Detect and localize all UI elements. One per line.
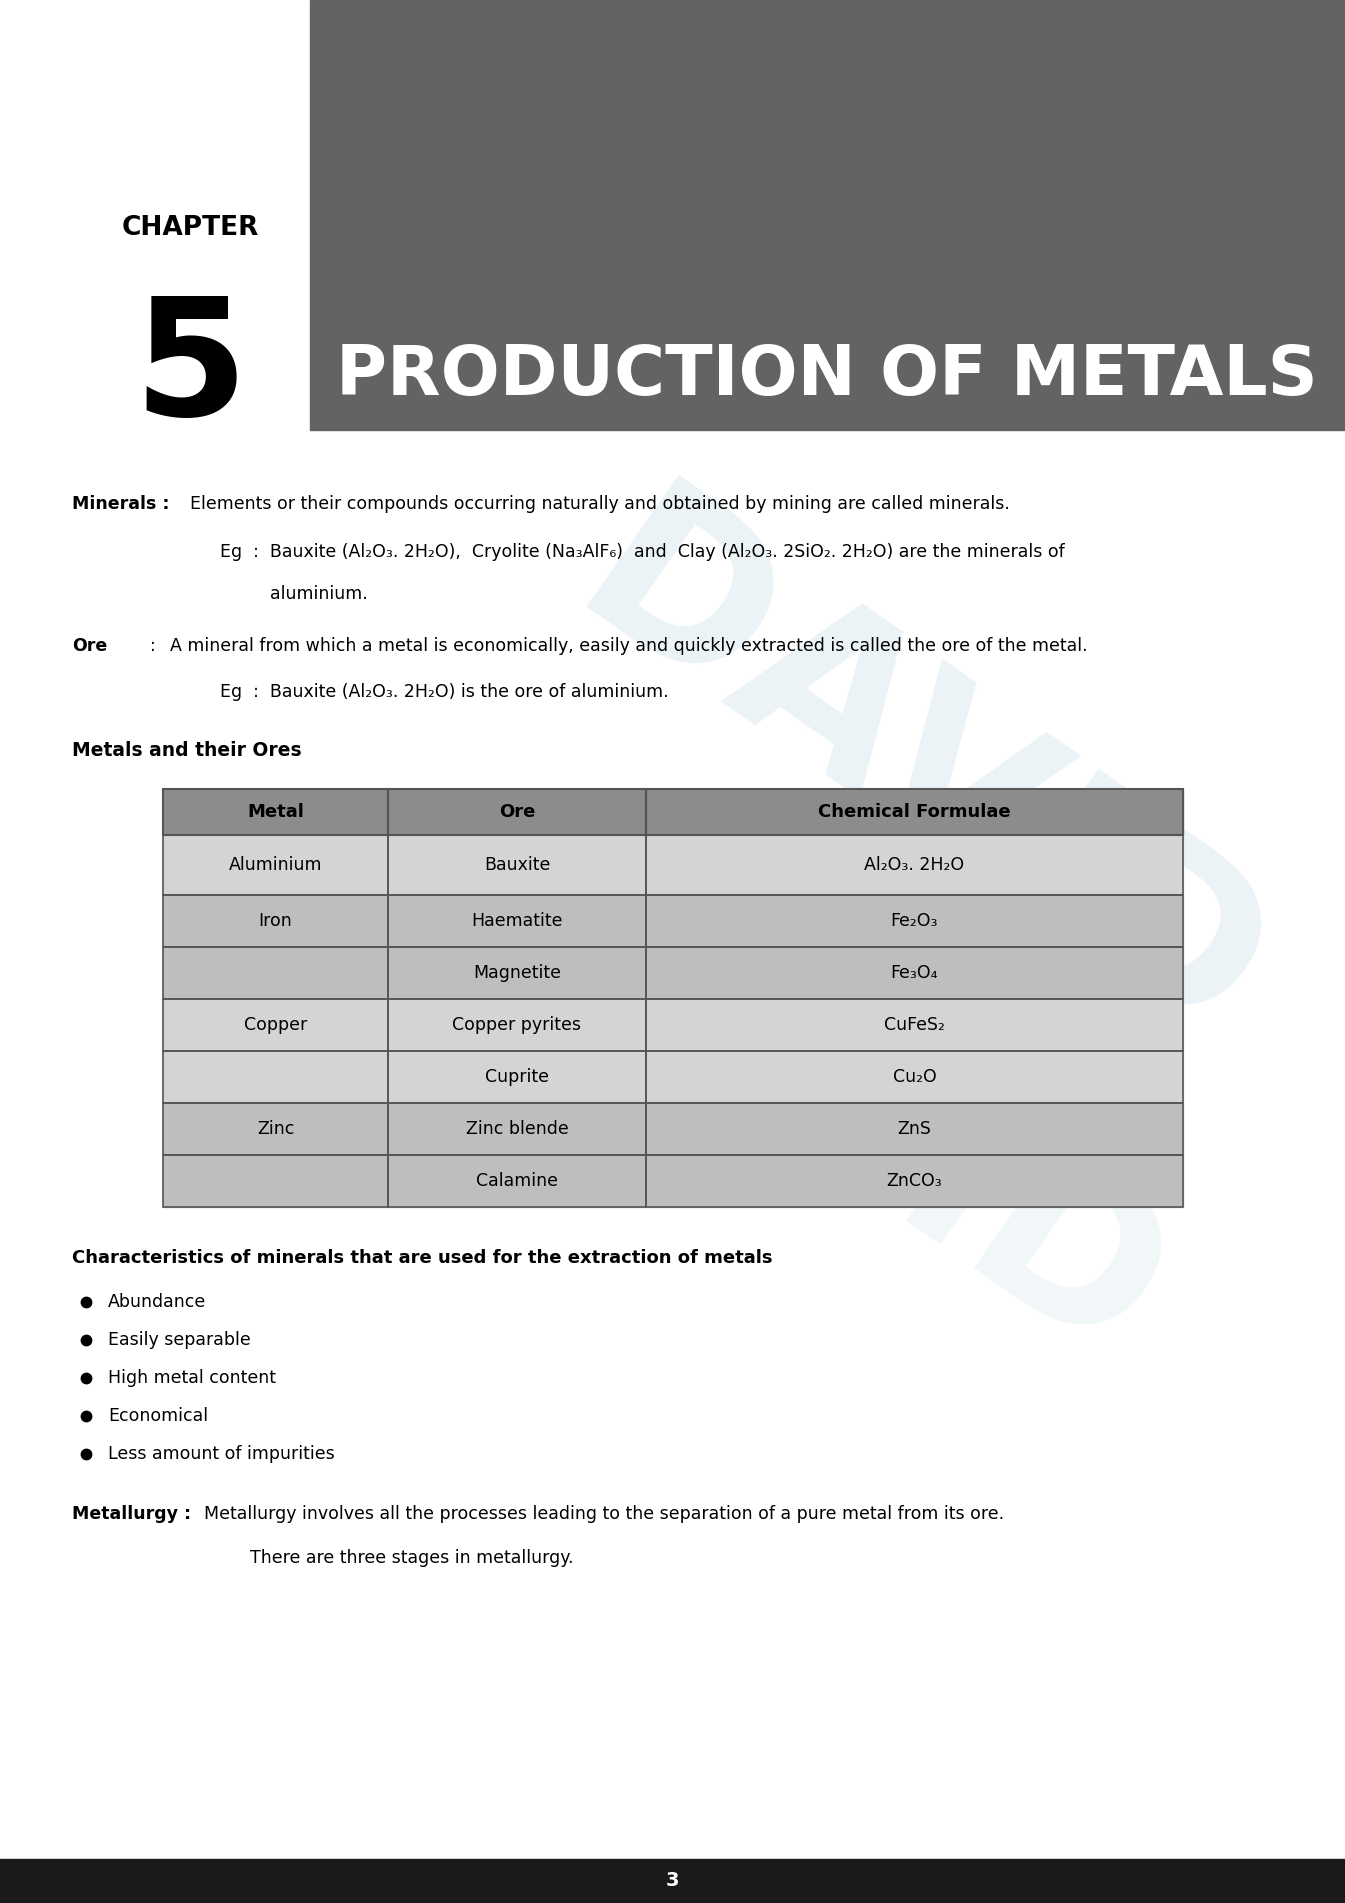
Text: :: : [151,638,156,655]
Text: Zinc blende: Zinc blende [465,1121,569,1138]
Text: Chemical Formulae: Chemical Formulae [818,803,1011,820]
Bar [163,790,387,835]
Text: Fe₂O₃: Fe₂O₃ [890,912,939,931]
Text: High metal content: High metal content [108,1368,276,1387]
Text: DAVID: DAVID [438,788,1201,1412]
Bar [163,999,1184,1050]
Text: Abundance: Abundance [108,1292,206,1311]
Bar [387,948,646,999]
Text: aluminium.: aluminium. [270,584,367,603]
Text: Metal: Metal [247,803,304,820]
Bar [646,894,1184,948]
Bar [163,948,387,999]
Text: Magnetite: Magnetite [473,965,561,982]
Bar [646,999,1184,1050]
Bar [646,1050,1184,1104]
Text: Eg  :  Bauxite (Al₂O₃. 2H₂O) is the ore of aluminium.: Eg : Bauxite (Al₂O₃. 2H₂O) is the ore of… [221,683,668,700]
Text: 3: 3 [666,1871,679,1890]
Bar [163,835,387,894]
Bar [646,1155,1184,1207]
Text: ZnS: ZnS [897,1121,932,1138]
Bar [163,1050,1184,1104]
Bar [387,894,646,948]
Bar [309,0,1345,430]
Bar [163,790,1184,835]
Text: There are three stages in metallurgy.: There are three stages in metallurgy. [250,1549,573,1566]
Bar [163,1104,1184,1155]
Bar [646,835,1184,894]
Text: DAVID: DAVID [539,468,1301,1092]
Text: Economical: Economical [108,1406,208,1425]
Text: CuFeS₂: CuFeS₂ [884,1016,946,1033]
Text: Characteristics of minerals that are used for the extraction of metals: Characteristics of minerals that are use… [73,1248,772,1267]
Text: Calamine: Calamine [476,1172,558,1189]
Text: Haematite: Haematite [471,912,562,931]
Bar [646,1104,1184,1155]
Text: Metallurgy :: Metallurgy : [73,1505,191,1522]
Bar [387,1155,646,1207]
Bar [163,1104,387,1155]
Text: A mineral from which a metal is economically, easily and quickly extracted is ca: A mineral from which a metal is economic… [169,638,1088,655]
Text: Al₂O₃. 2H₂O: Al₂O₃. 2H₂O [865,856,964,873]
Bar [163,894,1184,948]
Text: Bauxite: Bauxite [484,856,550,873]
Text: Minerals :: Minerals : [73,495,169,514]
Text: Cuprite: Cuprite [486,1068,549,1087]
Text: Metallurgy involves all the processes leading to the separation of a pure metal : Metallurgy involves all the processes le… [204,1505,1005,1522]
Bar [387,1104,646,1155]
Text: Copper: Copper [243,1016,307,1033]
Text: Zinc: Zinc [257,1121,295,1138]
Text: CHAPTER: CHAPTER [121,215,258,242]
Bar [387,999,646,1050]
Text: Ore: Ore [499,803,535,820]
Text: Ore: Ore [73,638,108,655]
Bar [163,999,387,1050]
Bar [163,1155,1184,1207]
Bar [646,948,1184,999]
Text: Elements or their compounds occurring naturally and obtained by mining are calle: Elements or their compounds occurring na… [190,495,1010,514]
Text: Metals and their Ores: Metals and their Ores [73,740,301,759]
Bar [646,790,1184,835]
Bar [0,1859,1345,1903]
Text: Less amount of impurities: Less amount of impurities [108,1444,335,1463]
Text: Easily separable: Easily separable [108,1330,250,1349]
Text: Iron: Iron [258,912,292,931]
Text: Cu₂O: Cu₂O [893,1068,936,1087]
Text: Copper pyrites: Copper pyrites [452,1016,581,1033]
Text: 5: 5 [133,291,247,449]
Bar [387,835,646,894]
Bar [163,835,1184,894]
Bar [163,948,1184,999]
Text: Aluminium: Aluminium [229,856,323,873]
Bar [163,1155,387,1207]
Text: PRODUCTION OF METALS: PRODUCTION OF METALS [336,341,1318,409]
Bar [387,1050,646,1104]
Text: Eg  :  Bauxite (Al₂O₃. 2H₂O),  Cryolite (Na₃AlF₆)  and  Clay (Al₂O₃. 2SiO₂. 2H₂O: Eg : Bauxite (Al₂O₃. 2H₂O), Cryolite (Na… [221,542,1065,561]
Text: ZnCO₃: ZnCO₃ [886,1172,943,1189]
Text: Fe₃O₄: Fe₃O₄ [890,965,939,982]
Bar [163,1050,387,1104]
Bar [163,894,387,948]
Bar [387,790,646,835]
